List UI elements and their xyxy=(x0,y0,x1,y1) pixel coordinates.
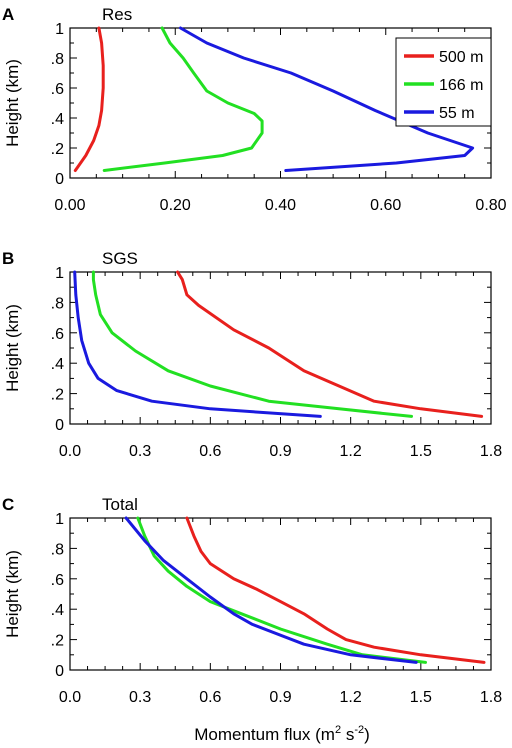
series-line-500m xyxy=(73,26,105,172)
y-axis-label: Height (km) xyxy=(3,59,22,147)
y-tick-label: 1 xyxy=(55,21,64,38)
y-tick-label: .8 xyxy=(51,51,64,68)
panel-title: Res xyxy=(102,5,132,24)
x-tick-label: 0.3 xyxy=(129,689,151,706)
x-tick-label: 0.9 xyxy=(269,443,291,460)
x-axis-label: Momentum flux (m2 s-2) xyxy=(194,724,370,744)
y-tick-label: .4 xyxy=(51,111,64,128)
x-tick-label: 0.0 xyxy=(59,689,81,706)
chart-panel-a: A Res Height (km) 0.00 0.20 0.40 0.60 0.80 0 .2 .4… xyxy=(2,5,507,214)
y-tick-label: .2 xyxy=(51,387,64,404)
series-line-166m xyxy=(102,26,264,172)
y-tick-label: 0 xyxy=(55,171,64,188)
y-tick-label: 0 xyxy=(55,663,64,680)
y-tick-label: .4 xyxy=(51,602,64,619)
panel-title: Total xyxy=(102,495,138,514)
legend-label: 55 m xyxy=(439,105,475,122)
x-tick-label: 0.00 xyxy=(54,197,85,214)
legend-label: 166 m xyxy=(439,77,483,94)
y-tick-label: .8 xyxy=(51,541,64,558)
legend-label: 500 m xyxy=(439,49,483,66)
x-tick-label: 0.20 xyxy=(160,197,191,214)
panel-title: SGS xyxy=(102,249,138,268)
x-tick-label: 1.2 xyxy=(340,689,362,706)
x-tick-label: 1.8 xyxy=(480,689,502,706)
series-line-55m xyxy=(179,26,475,172)
plot-frame xyxy=(69,517,492,671)
x-tick-label: 1.8 xyxy=(480,443,502,460)
x-tick-label: 1.5 xyxy=(410,443,432,460)
x-tick-label: 0.9 xyxy=(269,689,291,706)
x-tick-label: 0.60 xyxy=(370,197,401,214)
y-tick-label: .2 xyxy=(51,141,64,158)
x-tick-label: 0.40 xyxy=(265,197,296,214)
x-tick-label: 1.5 xyxy=(410,689,432,706)
series-line-500m xyxy=(185,516,486,664)
x-tick-label: 1.2 xyxy=(340,443,362,460)
y-tick-label: .2 xyxy=(51,633,64,650)
y-axis-label: Height (km) xyxy=(3,550,22,638)
x-tick-label: 0.80 xyxy=(475,197,506,214)
series-line-500m xyxy=(176,270,484,418)
panel-letter: B xyxy=(2,249,14,268)
y-tick-label: .8 xyxy=(51,295,64,312)
panel-letter: C xyxy=(2,495,14,514)
x-tick-label: 0.0 xyxy=(59,443,81,460)
y-tick-label: .6 xyxy=(51,572,64,589)
series-line-55m xyxy=(73,270,322,418)
y-tick-label: .6 xyxy=(51,326,64,343)
x-tick-label: 0.6 xyxy=(199,689,221,706)
x-tick-label: 0.6 xyxy=(199,443,221,460)
panel-letter: A xyxy=(2,5,14,24)
y-axis-label: Height (km) xyxy=(3,304,22,392)
y-tick-label: 0 xyxy=(55,417,64,434)
series-line-166m xyxy=(136,516,427,664)
series-line-55m xyxy=(124,516,418,664)
y-tick-label: .6 xyxy=(51,81,64,98)
series-line-166m xyxy=(91,270,413,418)
y-tick-label: 1 xyxy=(55,265,64,282)
y-tick-label: 1 xyxy=(55,511,64,528)
y-tick-label: .4 xyxy=(51,356,64,373)
legend: 500 m 166 m 55 m xyxy=(395,37,492,127)
x-tick-label: 0.3 xyxy=(129,443,151,460)
